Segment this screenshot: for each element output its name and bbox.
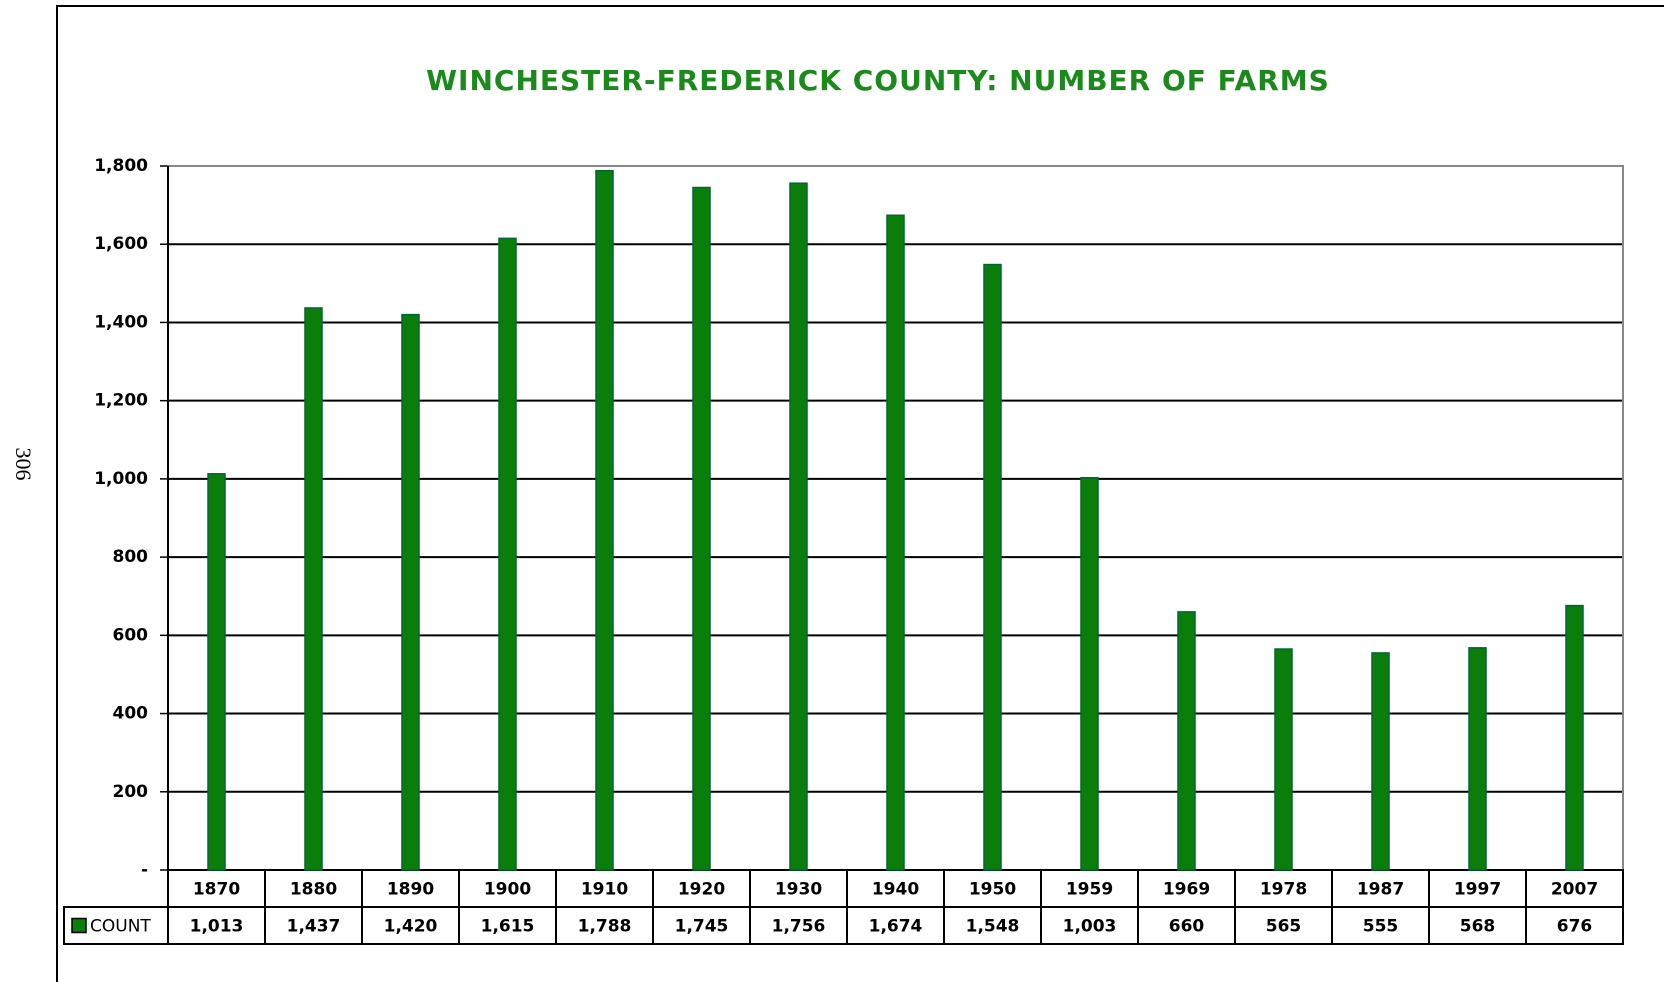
- data-label: 555: [1363, 917, 1399, 937]
- x-tick-label: 1997: [1454, 880, 1501, 900]
- x-tick-label: 1910: [581, 880, 628, 900]
- legend-swatch: [71, 917, 87, 934]
- bar: [1274, 648, 1293, 871]
- y-tick-label: 1,600: [94, 234, 148, 254]
- x-tick-label: 1900: [484, 880, 531, 900]
- x-tick-label: 1930: [775, 880, 822, 900]
- y-tick-label: 800: [113, 547, 149, 567]
- bar: [401, 313, 420, 871]
- y-tick-label: 400: [113, 704, 149, 724]
- bar: [1177, 611, 1196, 871]
- bar: [1468, 647, 1487, 871]
- bar: [1080, 476, 1099, 871]
- y-tick-label: 1,000: [94, 469, 148, 489]
- data-label: 1,788: [578, 917, 632, 937]
- x-tick-label: 1959: [1066, 880, 1113, 900]
- data-label: 1,745: [675, 917, 729, 937]
- data-label: 568: [1460, 917, 1496, 937]
- y-tick-label: 600: [113, 625, 149, 645]
- page-number: 306: [11, 448, 36, 481]
- y-tick-label: 1,200: [94, 391, 148, 411]
- x-tick-label: 1987: [1357, 880, 1404, 900]
- bar: [498, 237, 517, 871]
- data-label: 1,615: [481, 917, 535, 937]
- bar: [692, 186, 711, 871]
- frame: [56, 5, 1664, 982]
- bar: [304, 307, 323, 871]
- bar: [886, 214, 905, 871]
- legend-label: COUNT: [90, 917, 151, 937]
- data-label: 676: [1557, 917, 1593, 937]
- x-tick-label: 1920: [678, 880, 725, 900]
- bar: [595, 169, 614, 871]
- x-tick-label: 1940: [872, 880, 919, 900]
- bar: [983, 263, 1002, 871]
- x-tick-label: 1880: [290, 880, 337, 900]
- y-tick-label: 1,800: [94, 156, 148, 176]
- data-label: 565: [1266, 917, 1302, 937]
- bar: [789, 182, 808, 871]
- data-label: 1,756: [772, 917, 826, 937]
- data-label: 1,420: [384, 917, 438, 937]
- y-tick-label: 1,400: [94, 312, 148, 332]
- data-label: 1,548: [966, 917, 1020, 937]
- bar: [1371, 652, 1390, 871]
- chart-title: WINCHESTER-FREDERICK COUNTY: NUMBER OF F…: [426, 64, 1330, 97]
- x-tick-label: 1978: [1260, 880, 1307, 900]
- x-tick-label: 1969: [1163, 880, 1210, 900]
- data-label: 1,674: [869, 917, 923, 937]
- data-label: 1,013: [190, 917, 244, 937]
- x-tick-label: 1890: [387, 880, 434, 900]
- data-label: 660: [1169, 917, 1205, 937]
- y-tick-label: -: [141, 860, 148, 880]
- y-tick-label: 200: [113, 782, 149, 802]
- x-tick-label: 1950: [969, 880, 1016, 900]
- x-tick-label: 2007: [1551, 880, 1598, 900]
- data-label: 1,003: [1063, 917, 1117, 937]
- data-label: 1,437: [287, 917, 341, 937]
- bar: [1565, 604, 1584, 871]
- bar: [207, 473, 226, 871]
- x-tick-label: 1870: [193, 880, 240, 900]
